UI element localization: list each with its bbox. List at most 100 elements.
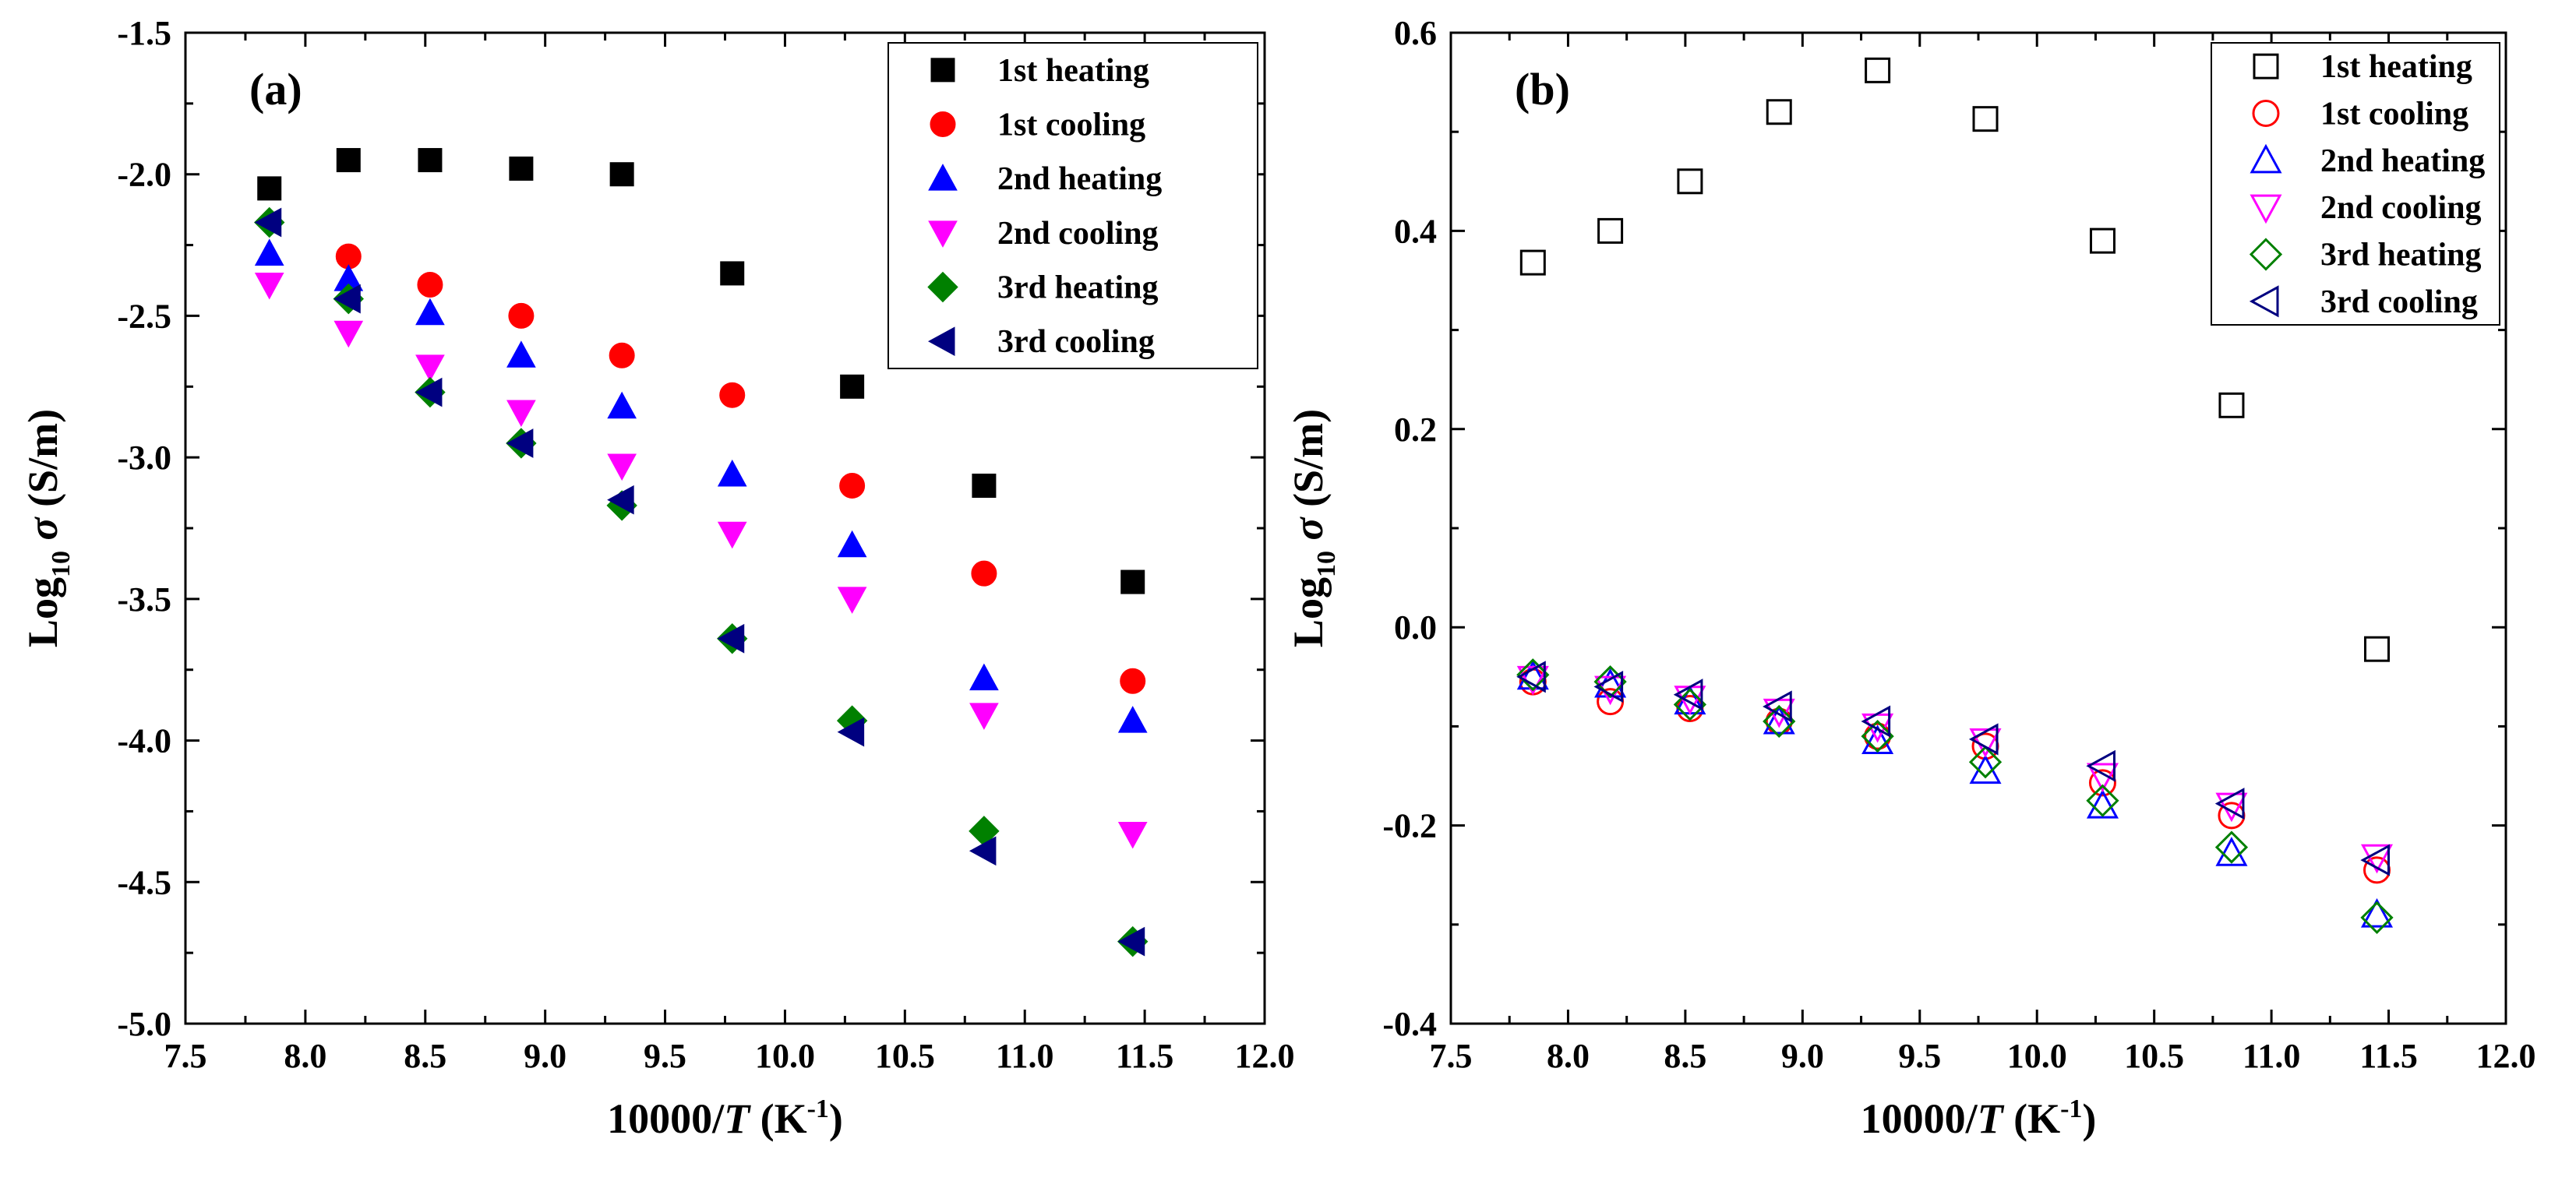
data-point [1117, 706, 1148, 733]
legend-label: 1st cooling [2320, 97, 2468, 132]
panel-label: (a) [249, 64, 302, 115]
data-point [2360, 897, 2394, 928]
y-tick-label: 0.0 [1394, 608, 1437, 647]
data-point [2360, 844, 2394, 874]
series-2nd-heating [1516, 660, 2394, 928]
data-point [717, 521, 747, 549]
x-tick-label: 11.0 [2243, 1037, 2301, 1075]
data-point [333, 284, 361, 314]
data-point [2360, 844, 2391, 876]
data-point [1673, 688, 1707, 721]
data-point [837, 717, 865, 747]
x-axis-label: 10000/T (K-1) [1861, 1095, 2097, 1142]
data-point [2364, 636, 2391, 662]
data-point [257, 176, 282, 201]
y-tick-label: -2.5 [117, 297, 171, 335]
data-point [336, 148, 361, 173]
data-point [972, 473, 997, 498]
x-tick-label: 12.0 [1235, 1037, 1295, 1075]
y-axis-label: Log10 σ (S/m) [1285, 409, 1341, 647]
data-point [2089, 227, 2115, 254]
y-tick-label: 0.2 [1394, 411, 1437, 449]
data-point [2214, 788, 2245, 820]
series-2nd-cooling [1516, 665, 2394, 874]
chart-panel-a: 7.5 8.0 8.5 9.0 9.5 10.0 10.5 11.0 11.5 12.0 -1.5 -… [19, 14, 1295, 1142]
data-point [1673, 679, 1703, 711]
data-point [333, 320, 364, 348]
data-point [717, 459, 747, 487]
data-point [1972, 106, 1999, 132]
data-point [837, 530, 867, 558]
data-point [1861, 705, 1891, 738]
y-tick-label: 0.4 [1394, 212, 1437, 250]
legend-marker [2253, 53, 2279, 79]
legend-label: 3rd cooling [2320, 284, 2478, 320]
legend-label: 2nd heating [2320, 143, 2485, 179]
data-point [2218, 392, 2245, 418]
y-tick-label: 0.6 [1394, 14, 1437, 52]
x-tick-label: 7.5 [1430, 1037, 1473, 1075]
series-1st-cooling [1519, 668, 2391, 884]
x-tick-label: 9.5 [1898, 1037, 1941, 1075]
x-tick-label: 8.0 [284, 1037, 326, 1075]
legend-marker [2249, 238, 2283, 271]
data-point [717, 623, 745, 654]
data-point [969, 703, 999, 730]
data-point [506, 340, 536, 368]
legend-label: 2nd cooling [997, 216, 1159, 252]
data-point [254, 238, 284, 266]
data-point [837, 587, 867, 614]
data-point [1516, 661, 1546, 693]
data-point [415, 354, 445, 382]
y-tick-label: -3.5 [117, 580, 171, 619]
data-point [1677, 168, 1703, 195]
data-point [719, 382, 746, 408]
legend-label: 1st cooling [997, 108, 1145, 143]
data-point [1593, 665, 1627, 699]
data-point [2088, 769, 2116, 797]
series-3rd-cooling [254, 207, 1145, 957]
panel-label: (b) [1515, 64, 1570, 115]
legend-box [887, 42, 1258, 369]
y-tick-label: -4.0 [117, 722, 171, 760]
y-tick-label: -2.0 [117, 156, 171, 194]
legend-marker [2250, 194, 2282, 224]
legend: 1st heating 1st cooling 2nd heating 2nd coo… [887, 42, 1258, 369]
legend-label: 3rd heating [2320, 238, 2482, 273]
data-point [2360, 901, 2394, 935]
data-point [2086, 749, 2115, 782]
data-point [254, 207, 282, 238]
data-point [607, 485, 634, 515]
legend-marker [927, 271, 958, 303]
legend-box [2211, 42, 2500, 326]
legend-marker [2249, 285, 2279, 318]
legend-marker [927, 326, 955, 357]
data-point [2086, 789, 2119, 819]
legend-label: 3rd cooling [997, 324, 1155, 360]
series-1st-heating [257, 148, 1145, 594]
x-tick-label: 8.5 [404, 1037, 446, 1075]
data-point [609, 162, 634, 187]
data-point [506, 428, 534, 458]
x-tick-label: 10.5 [2124, 1037, 2184, 1075]
legend-label: 1st heating [997, 53, 1149, 89]
data-point [418, 148, 443, 173]
x-tick-label: 10.0 [2007, 1037, 2067, 1075]
data-point [1120, 569, 1145, 594]
data-point [720, 261, 745, 286]
x-tick-label: 7.5 [164, 1037, 207, 1075]
y-tick-label: -0.2 [1382, 807, 1437, 845]
chart-panel-b: 7.5 8.0 8.5 9.0 9.5 10.0 10.5 11.0 11.5 12.0 0.6 0.… [1285, 14, 2536, 1142]
data-point [1763, 704, 1795, 735]
y-tick-label: -3.0 [117, 439, 171, 477]
data-point [415, 298, 445, 326]
legend-marker [930, 58, 955, 83]
x-tick-label: 11.0 [996, 1037, 1054, 1075]
data-point [1593, 670, 1624, 703]
x-tick-label: 12.0 [2476, 1037, 2536, 1075]
data-point [969, 663, 999, 691]
data-point [839, 472, 866, 499]
data-point [1968, 723, 1999, 756]
data-point [607, 453, 637, 481]
data-point [1969, 754, 2002, 784]
